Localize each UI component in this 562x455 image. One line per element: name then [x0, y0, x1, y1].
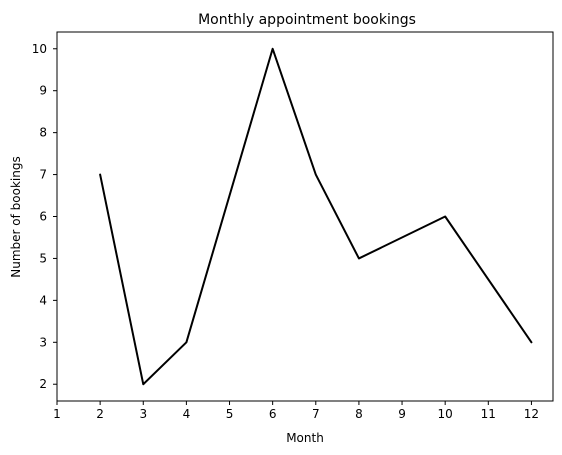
x-tick-label: 5	[226, 407, 234, 421]
y-tick-label: 3	[39, 335, 47, 349]
x-tick-label: 1	[53, 407, 61, 421]
x-tick-label: 10	[438, 407, 453, 421]
x-tick-label: 4	[183, 407, 191, 421]
x-tick-label: 12	[524, 407, 539, 421]
plot-frame	[56, 31, 554, 402]
y-tick-label: 9	[39, 84, 47, 98]
chart-title: Monthly appointment bookings	[198, 12, 416, 28]
y-tick-label: 7	[39, 168, 47, 182]
x-tick-label: 7	[312, 407, 320, 421]
y-tick-label: 5	[39, 251, 47, 265]
x-axis-label: Month	[286, 431, 324, 445]
y-axis-label: Number of bookings	[9, 156, 23, 277]
y-tick-label: 2	[39, 377, 47, 391]
series-line	[99, 47, 533, 386]
x-tick-label: 2	[96, 407, 104, 421]
x-tick-label: 6	[269, 407, 277, 421]
x-tick-label: 8	[355, 407, 363, 421]
y-tick-label: 4	[39, 293, 47, 307]
x-tick-label: 9	[398, 407, 406, 421]
y-tick-label: 10	[32, 42, 47, 56]
x-tick-label: 11	[481, 407, 496, 421]
y-tick-label: 8	[39, 126, 47, 140]
x-tick-label: 3	[139, 407, 147, 421]
y-tick-label: 6	[39, 210, 47, 224]
